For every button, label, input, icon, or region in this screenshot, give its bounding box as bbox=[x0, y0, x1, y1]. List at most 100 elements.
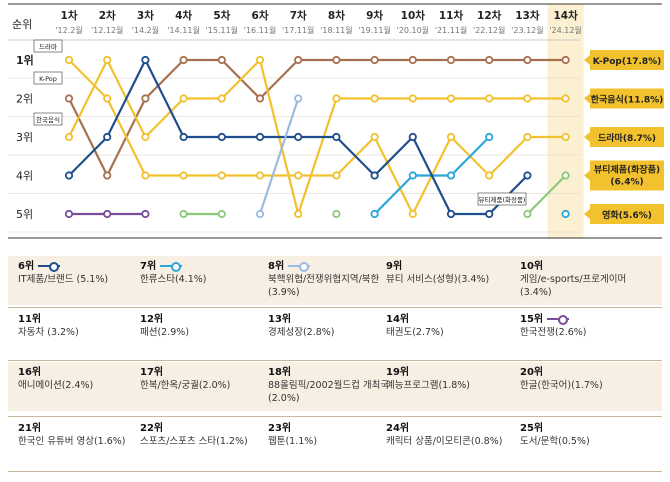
series-line bbox=[68, 58, 566, 177]
data-point bbox=[217, 132, 226, 142]
x-tick-label: 7차 bbox=[290, 9, 307, 22]
y-tick-label: 2위 bbox=[16, 93, 33, 106]
data-point bbox=[370, 171, 379, 180]
highlight-column bbox=[547, 4, 584, 238]
data-point bbox=[294, 209, 303, 219]
end-label-box bbox=[584, 204, 664, 224]
x-tick-label: 2차 bbox=[99, 9, 116, 22]
x-tick-sublabel: '19.11월 bbox=[358, 25, 390, 35]
ranking-rank: 10위 bbox=[520, 259, 642, 273]
ranking-rank: 13위 bbox=[268, 312, 390, 326]
data-point bbox=[561, 209, 570, 219]
x-tick-label: 9차 bbox=[366, 9, 383, 22]
data-point bbox=[179, 94, 188, 103]
data-point bbox=[370, 94, 379, 103]
ranking-label: 스포츠/스포츠 스타(1.2%) bbox=[140, 436, 248, 447]
data-point bbox=[523, 171, 532, 180]
data-point bbox=[408, 209, 417, 219]
ranking-rank: 7위 bbox=[140, 259, 262, 273]
series-end-label: 뷰티제품(화장품) (6.4%) bbox=[584, 160, 664, 191]
end-label-text: 영화(5.6%) bbox=[602, 209, 652, 221]
rank-text: 15위 bbox=[520, 313, 544, 325]
ranking-row: 21위 한국인 유튜버 영상(1.6%) 22위 스포츠/스포츠 스타(1.2%) 23… bbox=[8, 418, 662, 467]
end-label-text: 드라마(8.7%) bbox=[598, 132, 656, 144]
data-point bbox=[255, 94, 265, 103]
rank-text: 11위 bbox=[18, 313, 42, 325]
ranking-cell: 15위 한국전쟁(2.6%) bbox=[520, 312, 642, 339]
ranking-rank: 24위 bbox=[386, 421, 508, 435]
rank-text: 22위 bbox=[140, 422, 164, 434]
ranking-cell: 23위 웹툰(1.1%) bbox=[268, 421, 390, 448]
y-tick-label: 5위 bbox=[16, 208, 33, 221]
data-point bbox=[141, 55, 150, 65]
ranking-cell: 11위 자동차 (3.2%) bbox=[18, 312, 140, 339]
rank-text: 14위 bbox=[386, 313, 410, 325]
ranking-label: 웹툰(1.1%) bbox=[268, 436, 318, 447]
data-point bbox=[408, 171, 417, 180]
data-point bbox=[217, 94, 226, 103]
x-tick-sublabel: '24.12월 bbox=[549, 25, 581, 35]
rank-text: 13위 bbox=[268, 313, 292, 325]
rank-text: 6위 bbox=[18, 260, 35, 272]
ranking-label: 88올림픽/2002월드컵 개최국(2.0%) bbox=[268, 380, 390, 404]
series-end-label: 한국음식(11.8%) bbox=[584, 88, 664, 109]
data-point bbox=[255, 55, 265, 65]
data-point bbox=[485, 209, 494, 219]
data-point bbox=[332, 171, 341, 180]
data-point bbox=[561, 55, 570, 65]
series-end-label: 영화(5.6%) bbox=[584, 204, 664, 224]
data-point bbox=[561, 132, 570, 142]
tag-box bbox=[33, 39, 63, 53]
data-point bbox=[64, 209, 74, 219]
data-point bbox=[408, 94, 417, 103]
rank-text: 20위 bbox=[520, 366, 544, 378]
y-axis-label: 순위 bbox=[12, 18, 32, 31]
data-point bbox=[561, 94, 570, 103]
ranking-label: 게임/e-sports/프로게이머(3.4%) bbox=[520, 274, 627, 298]
data-point bbox=[64, 132, 74, 142]
data-point bbox=[446, 94, 456, 103]
data-point bbox=[332, 94, 341, 103]
tag-text: 뷰티제품(화장품) bbox=[479, 195, 526, 204]
data-point bbox=[294, 55, 303, 65]
ranking-label: 경제성장(2.8%) bbox=[268, 327, 335, 338]
ranking-rank: 22위 bbox=[140, 421, 262, 435]
series-end-label: K-Pop(17.8%) bbox=[584, 50, 664, 70]
data-point bbox=[141, 94, 150, 103]
ranking-cell: 12위 패션(2.9%) bbox=[140, 312, 262, 339]
data-point bbox=[103, 209, 112, 219]
data-point bbox=[294, 171, 303, 180]
tag-box bbox=[33, 112, 63, 126]
ranking-rank: 18위 bbox=[268, 365, 390, 379]
y-tick-label: 3위 bbox=[16, 131, 33, 144]
rank-text: 12위 bbox=[140, 313, 164, 325]
tag-text: 드라마 bbox=[39, 42, 57, 51]
x-tick-label: 10차 bbox=[401, 9, 426, 22]
data-point bbox=[255, 209, 265, 219]
x-tick-label: 11차 bbox=[439, 9, 464, 22]
ranking-cell: 6위 IT제품/브랜드 (5.1%) bbox=[18, 259, 140, 286]
data-point bbox=[485, 132, 494, 142]
data-point bbox=[141, 171, 150, 180]
ranking-rank: 11위 bbox=[18, 312, 140, 326]
ranking-row: 16위 애니메이션(2.4%) 17위 한복/한옥/궁궐(2.0%) 18위 88올림픽/… bbox=[8, 362, 662, 411]
ranking-rank: 16위 bbox=[18, 365, 140, 379]
ranking-rank: 23위 bbox=[268, 421, 390, 435]
end-label-box bbox=[584, 127, 664, 147]
ranking-label: 뷰티 서비스(성형)(3.4%) bbox=[386, 274, 490, 285]
rank-text: 9위 bbox=[386, 260, 403, 272]
data-point bbox=[485, 55, 494, 65]
ranking-rank: 19위 bbox=[386, 365, 508, 379]
data-point bbox=[523, 209, 532, 219]
data-point bbox=[103, 132, 112, 142]
rank-text: 17위 bbox=[140, 366, 164, 378]
ranking-rank: 14위 bbox=[386, 312, 508, 326]
end-label-box bbox=[584, 50, 664, 70]
data-point bbox=[446, 171, 456, 180]
line-chart: 1위 2위 3위 4위 5위 순위 1차 '12.2월 2차 '12.12월 3차 '14.2월 4차 '… bbox=[8, 3, 664, 239]
ranking-label: 한복/한옥/궁궐(2.0%) bbox=[140, 380, 231, 391]
end-label-text: 한국음식(11.8%) bbox=[591, 94, 664, 106]
tag-text: K-Pop bbox=[39, 75, 57, 83]
series-line bbox=[68, 58, 566, 216]
